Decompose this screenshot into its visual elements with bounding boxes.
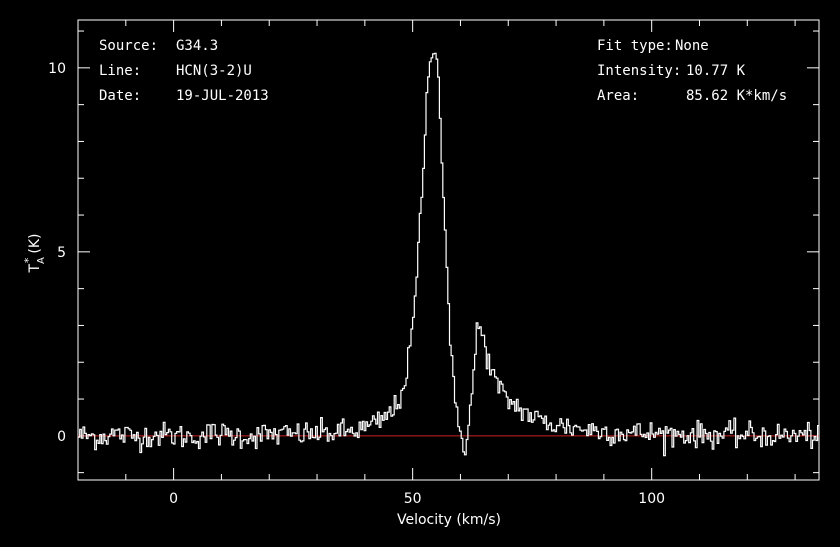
- y-axis-label-sup: *: [22, 257, 35, 263]
- area-key: Area:: [597, 88, 639, 104]
- y-tick-label: 0: [57, 429, 66, 445]
- tick-labels: 0 50 100 0 5 10: [48, 61, 665, 507]
- fit-type-value: None: [675, 38, 709, 54]
- x-tick-label: 100: [638, 491, 665, 507]
- intensity-key: Intensity:: [597, 63, 681, 79]
- y-tick-label: 5: [57, 245, 66, 261]
- y-axis-label-unit: (K): [27, 233, 43, 253]
- line-key: Line:: [99, 63, 141, 79]
- x-tick-label: 50: [404, 491, 422, 507]
- y-axis-label-sub: A: [36, 257, 47, 264]
- info-right: Fit type: None Intensity: 10.77 K Area: …: [597, 38, 787, 104]
- tick-marks: [77, 20, 819, 480]
- x-axis-label: Velocity (km/s): [397, 512, 501, 528]
- y-tick-label: 10: [48, 61, 66, 77]
- x-tick-label: 0: [169, 491, 178, 507]
- line-value: HCN(3-2)U: [176, 63, 252, 79]
- plot-frame: [77, 19, 820, 481]
- y-axis-label-main: T: [27, 264, 43, 274]
- date-value: 19-JUL-2013: [176, 88, 269, 104]
- info-left: Source: G34.3 Line: HCN(3-2)U Date: 19-J…: [99, 38, 269, 104]
- source-key: Source:: [99, 38, 158, 54]
- source-value: G34.3: [176, 38, 218, 54]
- area-value: 85.62 K*km/s: [686, 88, 787, 104]
- y-axis-label: TA* (K): [22, 233, 47, 273]
- spectrum-line: [78, 52, 819, 457]
- fit-type-key: Fit type:: [597, 38, 673, 54]
- intensity-value: 10.77 K: [686, 63, 746, 79]
- date-key: Date:: [99, 88, 141, 104]
